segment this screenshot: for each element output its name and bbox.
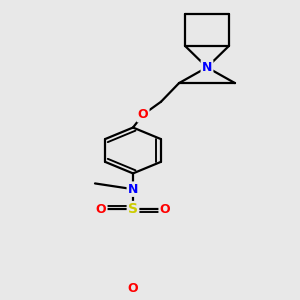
- Text: S: S: [128, 202, 138, 216]
- Text: N: N: [128, 183, 138, 196]
- Text: O: O: [160, 203, 170, 216]
- Text: O: O: [96, 203, 106, 216]
- Text: N: N: [202, 61, 212, 74]
- Text: O: O: [128, 281, 138, 295]
- Text: O: O: [138, 108, 148, 121]
